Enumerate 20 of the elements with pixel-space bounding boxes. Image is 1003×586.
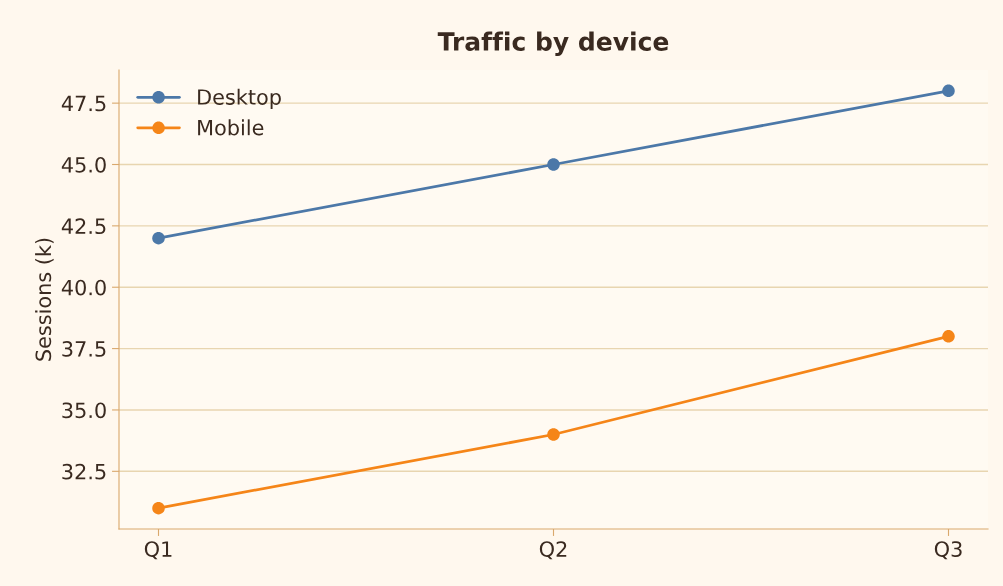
x-tick-label: Q3 [934, 541, 962, 560]
point [152, 501, 165, 515]
legend-label: Mobile [198, 119, 264, 136]
y-tick-label: 40.0 [61, 279, 106, 296]
y-tick-label: 32.5 [62, 463, 106, 480]
point [942, 330, 955, 343]
point [942, 84, 955, 98]
point [547, 158, 560, 171]
y-tick-label: 42.5 [61, 218, 106, 235]
x-tick-label: Q1 [144, 541, 172, 560]
y-tick-label: 37.5 [62, 341, 106, 357]
x-tick-label: Q2 [539, 541, 567, 560]
y-axis-title: Sessions (k) [35, 238, 54, 361]
legend-label: Desktop [198, 88, 281, 109]
y-tick-label: 45.0 [61, 156, 106, 173]
point [547, 428, 560, 441]
point [152, 231, 165, 245]
y-tick-label: 47.5 [61, 95, 106, 112]
chart-title: Traffic by device [437, 31, 669, 56]
y-tick-label: 35.0 [62, 402, 106, 419]
